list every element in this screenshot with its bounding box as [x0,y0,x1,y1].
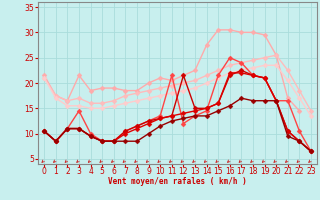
X-axis label: Vent moyen/en rafales ( km/h ): Vent moyen/en rafales ( km/h ) [108,177,247,186]
